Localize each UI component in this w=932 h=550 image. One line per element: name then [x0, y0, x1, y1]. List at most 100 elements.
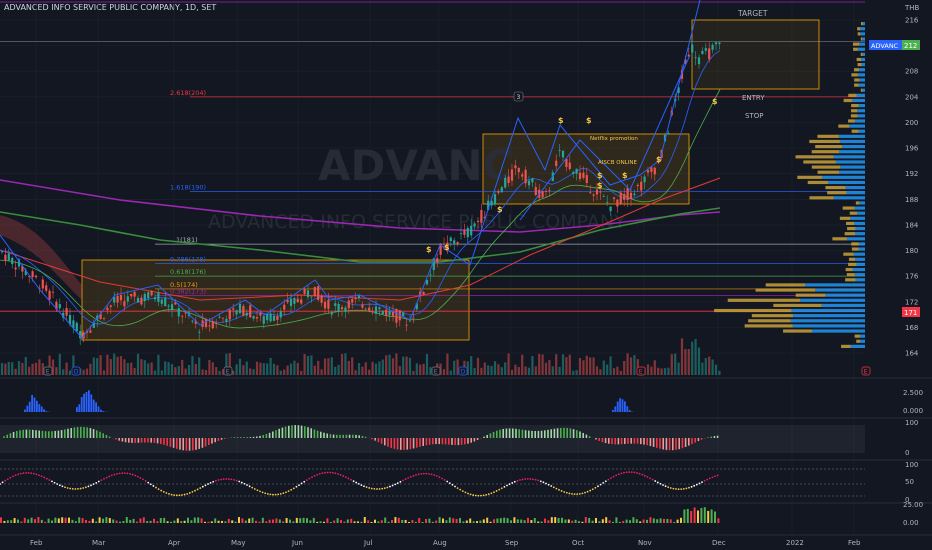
osc1-bar	[51, 431, 53, 438]
volume-bar	[629, 357, 633, 375]
volume-bar	[558, 366, 561, 375]
time-label: Jul	[363, 539, 373, 547]
netflix-label: Netflix promotion	[590, 136, 638, 142]
volume-bar	[238, 358, 242, 375]
osc2-dot	[534, 478, 537, 481]
osc3-bar	[591, 520, 594, 523]
osc1-bar	[534, 431, 536, 438]
osc1-bar	[425, 438, 428, 446]
osc1-bar	[3, 436, 5, 438]
osc2-dot	[121, 472, 124, 475]
osc3-bar	[404, 519, 407, 523]
osc3-bar	[459, 518, 461, 523]
osc2-dot	[708, 477, 711, 480]
osc1-bar	[192, 438, 194, 451]
osc2-dot	[92, 483, 95, 486]
osc3-bar	[329, 521, 332, 523]
price-tick: 216	[905, 17, 919, 25]
volume-bar	[181, 359, 184, 375]
osc3-bar	[180, 521, 183, 523]
osc1-bar	[32, 429, 34, 438]
osc2-dot	[246, 484, 248, 486]
volume-bar	[303, 353, 306, 375]
osc1-bar	[70, 428, 72, 438]
osc1-bar	[342, 434, 344, 438]
candle-body	[21, 266, 24, 272]
osc2-dot	[160, 489, 163, 492]
osc3-bar	[3, 520, 6, 523]
osc2-dot	[27, 472, 30, 474]
osc2-dot	[604, 480, 607, 483]
osc3-bar	[683, 509, 686, 523]
osc1-bar	[688, 438, 690, 446]
osc1-bar	[211, 438, 213, 444]
candle-body	[487, 200, 490, 210]
osc1-bar	[697, 438, 700, 442]
osc2-dot	[376, 488, 378, 490]
candle-body	[211, 321, 214, 329]
candle-body	[140, 297, 143, 305]
vol-axis-bottom: 0.000	[903, 407, 923, 415]
candle-body	[718, 42, 721, 45]
candle-body	[72, 320, 75, 329]
price-axis[interactable]: 216 212 208 204 200 196 192 188 184 180 176 172 168 1…	[905, 17, 919, 358]
osc2-dot	[542, 481, 545, 484]
osc2-axis-top: 100	[905, 461, 918, 469]
candle-body	[694, 57, 697, 59]
dividend-marker: $	[597, 181, 603, 190]
vol-spike	[95, 402, 97, 412]
candle-body	[500, 187, 503, 193]
osc1-bar	[400, 438, 402, 450]
osc2-dot	[610, 477, 612, 479]
vol-spike	[614, 406, 617, 412]
candle-body	[422, 291, 425, 295]
volume-bar	[657, 367, 660, 375]
candle-body	[354, 297, 357, 300]
osc3-bar	[659, 518, 662, 523]
osc2-dot	[238, 480, 241, 483]
osc1-bar	[694, 438, 696, 443]
osc2-dot	[196, 488, 199, 491]
osc1-bar	[496, 430, 498, 438]
osc2-dot	[207, 483, 209, 485]
osc2-dot	[472, 494, 475, 496]
osc3-bar	[615, 517, 618, 523]
osc1-bar	[355, 434, 357, 438]
osc3-bar	[74, 521, 77, 523]
osc1-bar	[83, 426, 85, 438]
candle-body	[126, 296, 129, 302]
osc2-dot	[558, 488, 560, 491]
osc3-bar	[581, 521, 584, 523]
candle-body	[633, 193, 636, 196]
osc1-bar	[262, 435, 264, 438]
osc1-bar	[547, 429, 549, 438]
vol-spike	[76, 407, 78, 412]
candle-body	[323, 301, 327, 309]
osc2-dot	[370, 487, 373, 490]
profile-bar-gold	[854, 83, 859, 87]
osc2-dot	[38, 474, 40, 477]
candle-body	[548, 189, 551, 191]
time-axis[interactable]: Feb Mar Apr May Jun Jul Aug Sep Oct Nov Dec 2022 Feb	[30, 539, 861, 547]
osc2-dot	[266, 493, 269, 495]
dividend-marker: $	[597, 171, 603, 180]
osc3-bar	[384, 517, 387, 523]
osc2-dot	[487, 493, 490, 496]
osc2-dot	[669, 487, 672, 489]
osc2-dot	[638, 472, 641, 475]
candle-body	[17, 259, 21, 267]
volume-bar	[340, 353, 344, 375]
osc2-dot	[430, 473, 433, 476]
profile-bar-blue	[790, 319, 865, 323]
osc1-bar	[188, 438, 191, 451]
candle-body	[310, 296, 313, 298]
osc2-dot	[498, 488, 501, 491]
volume-bar	[160, 370, 163, 375]
candle-body	[31, 271, 34, 278]
candle-body	[561, 150, 565, 158]
osc1-bar	[144, 438, 146, 443]
osc1-bar	[518, 429, 520, 438]
profile-bar-blue	[791, 308, 865, 313]
candle-body	[208, 325, 211, 327]
